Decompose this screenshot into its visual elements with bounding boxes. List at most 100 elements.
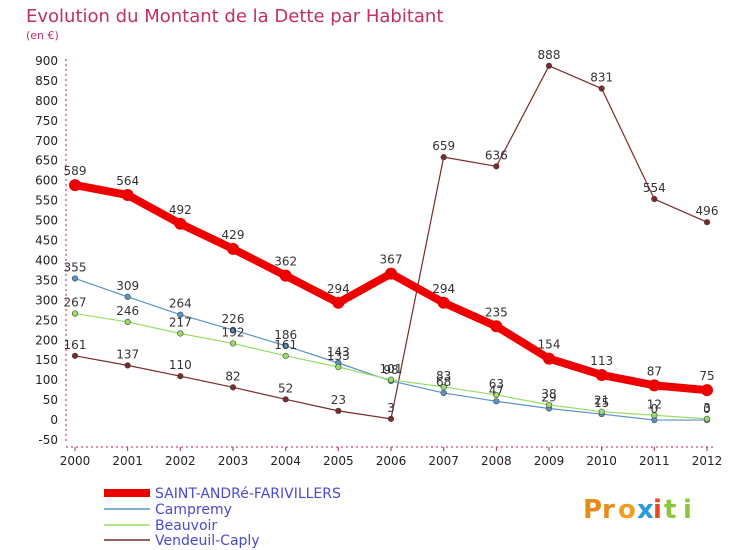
data-label: 888 <box>538 48 561 62</box>
data-point <box>490 320 503 333</box>
series-line-segment <box>127 296 181 316</box>
data-label: 0 <box>703 402 711 416</box>
data-point <box>282 396 289 403</box>
data-point <box>703 219 711 226</box>
data-point <box>437 296 450 309</box>
x-tick-label: 2012 <box>692 454 723 468</box>
series-line-segment <box>548 407 603 415</box>
data-label: 429 <box>222 228 245 242</box>
y-tick-label: 550 <box>35 194 58 208</box>
logo-letter: i <box>653 495 662 525</box>
data-point <box>69 179 81 192</box>
data-point <box>335 363 342 371</box>
data-label: 367 <box>380 253 403 267</box>
series-line-segment <box>281 271 343 307</box>
series-line-segment <box>390 379 445 388</box>
series-beauvoir <box>71 310 711 422</box>
x-tick-label: 2001 <box>112 454 143 468</box>
data-label: 492 <box>169 203 192 217</box>
data-point <box>229 326 237 333</box>
y-tick-label: 500 <box>35 214 58 228</box>
series-line-segment <box>179 314 234 331</box>
data-point <box>227 242 239 255</box>
series-line-segment <box>653 198 708 223</box>
y-tick-label: 350 <box>35 273 58 287</box>
data-point <box>124 362 131 369</box>
data-point <box>124 318 131 326</box>
series-line-segment <box>653 414 708 420</box>
data-label: 294 <box>432 282 455 296</box>
y-tick-label: 100 <box>35 373 58 387</box>
data-label: 47 <box>489 383 504 397</box>
series-line-segment <box>229 244 290 280</box>
series-line-segment <box>232 342 287 357</box>
legend-label: Beauvoir <box>155 518 217 534</box>
data-point <box>493 163 500 170</box>
y-tick-label: 50 <box>43 393 58 407</box>
x-tick-label: 2000 <box>60 454 91 468</box>
data-label: 831 <box>590 71 613 85</box>
data-point <box>335 407 342 414</box>
data-label: 110 <box>169 358 192 372</box>
data-label: 264 <box>169 297 192 311</box>
data-label: 161 <box>274 338 297 352</box>
data-label: 362 <box>274 255 297 269</box>
series-line-segment <box>127 364 181 377</box>
y-tick-label: 200 <box>35 333 58 347</box>
data-label: 589 <box>64 164 87 178</box>
y-tick-label: 900 <box>35 54 58 68</box>
data-point <box>651 412 658 419</box>
chart-title: Evolution du Montant de la Dette par Hab… <box>26 6 443 27</box>
data-label: 38 <box>541 387 556 401</box>
data-labels: 1611371108252233659636888831554496355309… <box>64 48 719 416</box>
series-line-segment <box>443 392 497 402</box>
data-label: 21 <box>594 394 609 408</box>
data-point <box>387 415 395 422</box>
series-line-segment <box>74 312 129 323</box>
data-point <box>121 189 134 202</box>
series-line-segment <box>123 191 185 228</box>
data-label: 217 <box>169 315 192 329</box>
x-tick-label: 2005 <box>323 454 354 468</box>
series-line-segment <box>334 269 395 307</box>
data-point <box>545 401 553 408</box>
x-tick-label: 2002 <box>165 454 196 468</box>
data-label: 98 <box>383 363 398 377</box>
data-point <box>71 310 79 317</box>
series-line-segment <box>495 400 550 410</box>
logo-letter: o <box>618 495 636 525</box>
y-tick-label: 600 <box>35 174 58 188</box>
data-point <box>177 373 184 380</box>
x-tick-label: 2011 <box>639 454 670 468</box>
series-line-segment <box>495 65 550 167</box>
series-line-segment <box>71 181 132 200</box>
data-label: 82 <box>225 369 240 383</box>
series-line-segment <box>390 380 445 394</box>
data-point <box>543 352 555 365</box>
data-label: 12 <box>647 397 662 411</box>
y-tick-label: 250 <box>35 313 58 327</box>
data-label: 294 <box>327 282 350 296</box>
data-label: 636 <box>485 148 508 162</box>
y-tick-label: 0 <box>50 413 58 427</box>
series-line-segment <box>548 404 603 413</box>
data-label: 235 <box>485 305 508 319</box>
series-line-segment <box>127 321 181 335</box>
series-layer <box>69 62 713 424</box>
data-label: 267 <box>64 296 87 310</box>
series-line-segment <box>179 375 234 388</box>
legend-label: Campremy <box>155 502 232 518</box>
x-tick-label: 2008 <box>481 454 512 468</box>
data-point <box>332 296 345 309</box>
data-point <box>440 389 447 397</box>
series-line-segment <box>232 329 287 347</box>
data-label: 186 <box>274 328 297 342</box>
data-point <box>282 342 289 349</box>
data-label: 63 <box>489 377 504 391</box>
data-label: 0 <box>651 402 659 416</box>
series-line-segment <box>545 354 606 379</box>
x-tick-label: 2010 <box>586 454 617 468</box>
y-tick-label: 800 <box>35 94 58 108</box>
